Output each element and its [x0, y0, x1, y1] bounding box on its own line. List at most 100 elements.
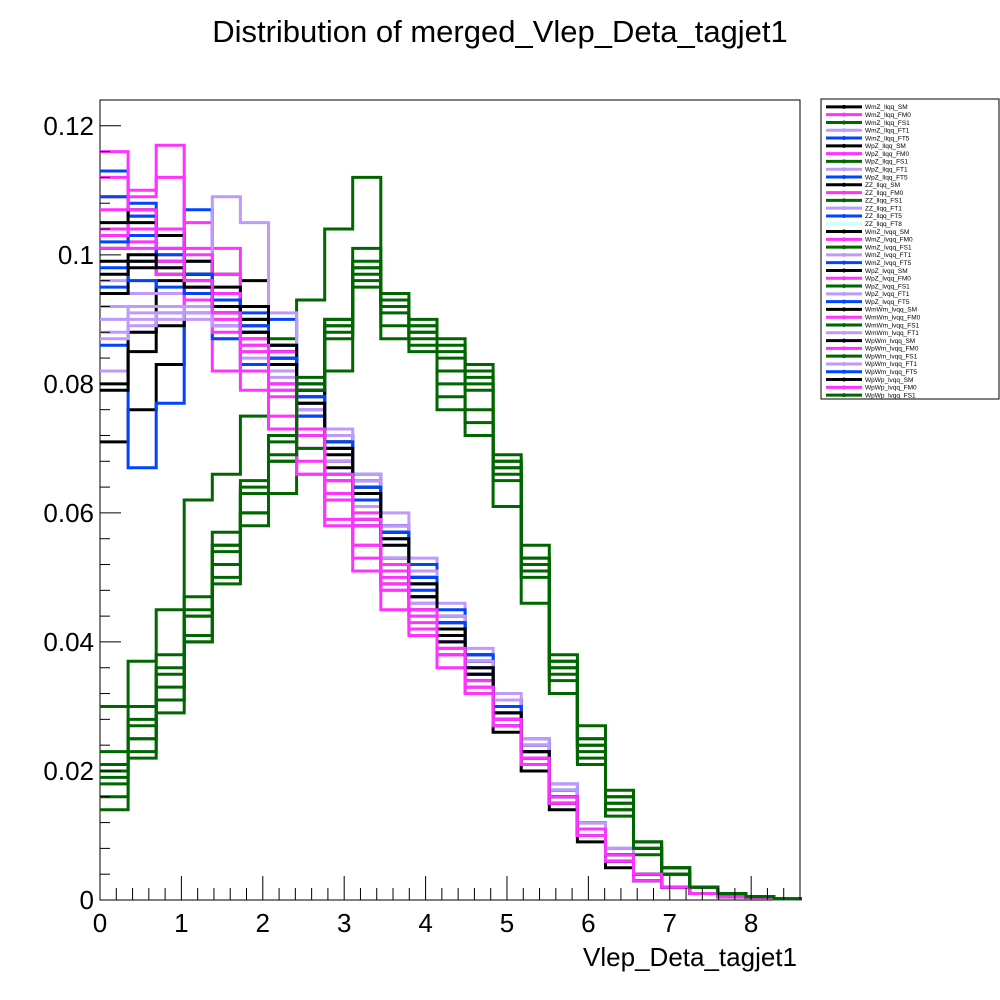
legend-marker [842, 330, 846, 335]
legend-marker [842, 120, 846, 125]
y-tick-label: 0.06 [43, 498, 94, 528]
x-tick-label: 1 [174, 908, 188, 938]
legend-marker [842, 190, 846, 195]
legend-label: ZZ_llqq_FT5 [865, 213, 902, 220]
legend-label: WpWp_lvqq_FM0 [865, 385, 917, 392]
legend-marker [842, 252, 846, 257]
legend-label: ZZ_llqq_FS1 [865, 198, 903, 205]
legend-label: WpWm_lvqq_SM [865, 338, 915, 345]
legend-label: WmZ_lvqq_FT5 [865, 260, 912, 267]
legend-marker [842, 221, 846, 226]
legend-label: WmWm_lvqq_SM [865, 307, 917, 314]
legend-marker [842, 112, 846, 117]
y-tick-label: 0.02 [43, 756, 94, 786]
legend-marker [842, 136, 846, 141]
plot-frame [99, 99, 801, 901]
legend-marker [842, 338, 846, 343]
legend-marker [842, 213, 846, 218]
legend-label: WmZ_llqq_SM [865, 104, 908, 111]
legend-marker [842, 291, 846, 296]
legend-marker [842, 393, 846, 398]
legend-marker [842, 151, 846, 156]
legend-marker [842, 385, 846, 390]
x-tick-label: 2 [256, 908, 270, 938]
legend-label: ZZ_llqq_SM [865, 182, 900, 189]
legend-label: WmZ_lvqq_FM0 [865, 237, 913, 244]
legend-label: WpWm_lvqq_FT5 [865, 369, 917, 376]
series-line-wpwm-lvqq-fs1 [100, 272, 802, 901]
legend-label: WpZ_llqq_FT5 [865, 174, 908, 181]
legend-label: WmZ_llqq_FS1 [865, 120, 910, 127]
legend-label: WpZ_llqq_SM [865, 143, 906, 150]
series-layer [100, 143, 802, 901]
legend-marker [842, 260, 846, 265]
legend-label: WpZ_lvqq_FT5 [865, 299, 910, 306]
legend: WmZ_llqq_SMWmZ_llqq_FM0WmZ_llqq_FS1WmZ_l… [820, 98, 1000, 400]
legend-marker [842, 198, 846, 203]
y-tick-label: 0.04 [43, 627, 94, 657]
x-tick-label: 4 [418, 908, 432, 938]
x-tick-label: 0 [93, 908, 107, 938]
legend-marker [842, 206, 846, 211]
x-tick-label: 3 [337, 908, 351, 938]
legend-marker [842, 361, 846, 366]
series-line-wpwp-lvqq-fm0 [100, 227, 802, 901]
legend-label: ZZ_llqq_FT1 [865, 205, 902, 212]
legend-marker [842, 377, 846, 382]
legend-label: WmZ_llqq_FT5 [865, 135, 910, 142]
legend-label: WpWm_lvqq_FT1 [865, 361, 917, 368]
legend-marker [842, 143, 846, 148]
legend-marker [842, 128, 846, 133]
legend-marker [842, 245, 846, 250]
legend-marker [842, 229, 846, 234]
legend-label: WmWm_lvqq_FM0 [865, 315, 921, 322]
legend-marker [842, 175, 846, 179]
legend-marker [842, 323, 846, 327]
legend-marker [842, 369, 846, 374]
legend-label: WpWm_lvqq_FS1 [865, 353, 918, 360]
x-tick-label: 7 [663, 908, 677, 938]
legend-label: WpZ_lvqq_FT1 [865, 291, 910, 298]
legend-label: WpZ_llqq_FS1 [865, 159, 908, 166]
legend-label: WpZ_lvqq_FS1 [865, 283, 910, 290]
x-tick-label: 8 [744, 908, 758, 938]
legend-marker [842, 182, 846, 187]
legend-label: WmZ_lvqq_FS1 [865, 244, 912, 251]
legend-marker [842, 346, 846, 351]
legend-marker [842, 276, 846, 281]
legend-marker [842, 315, 846, 320]
legend-marker [842, 307, 846, 312]
legend-marker [842, 284, 846, 289]
legend-label: WpZ_llqq_FM0 [865, 151, 909, 158]
legend-marker [842, 299, 846, 304]
legend-label: WmWm_lvqq_FS1 [865, 322, 920, 329]
x-tick-label: 6 [581, 908, 595, 938]
legend-marker [842, 268, 846, 273]
legend-label: WpWp_lvqq_SM [865, 377, 913, 384]
legend-label: WmWm_lvqq_FT1 [865, 330, 919, 337]
legend-marker [842, 104, 846, 109]
legend-label: WpZ_llqq_FT1 [865, 167, 908, 174]
legend-label: WmZ_llqq_FM0 [865, 112, 911, 119]
y-tick-label: 0.08 [43, 369, 94, 399]
legend-label: WpWm_lvqq_FM0 [865, 346, 919, 353]
legend-label: WpWp_lvqq_FS1 [865, 392, 916, 399]
legend-marker [842, 237, 846, 242]
axes-layer: 0 1 2 3 4 5 6 7 8 0 0.02 0.04 0.06 0.08 0.1 0.12 [43, 99, 801, 938]
x-axis-title: Vlep_Deta_tagjet1 [583, 942, 797, 972]
legend-label: WpZ_lvqq_FM0 [865, 276, 911, 283]
legend-label: WmZ_llqq_FT1 [865, 128, 910, 135]
legend-marker [842, 354, 846, 359]
legend-marker [842, 159, 846, 164]
legend-label: WmZ_lvqq_FT1 [865, 252, 912, 259]
legend-label: ZZ_llqq_FT8 [865, 221, 902, 228]
legend-label: ZZ_llqq_FM0 [865, 190, 904, 197]
series-line-wpwp-lvqq-fs1 [100, 266, 802, 901]
legend-marker [842, 167, 846, 172]
y-tick-label: 0.12 [43, 111, 94, 141]
legend-label: WpZ_lvqq_SM [865, 268, 908, 275]
legend-label: WmZ_lvqq_SM [865, 229, 909, 236]
chart-title: Distribution of merged_Vlep_Deta_tagjet1 [212, 14, 788, 49]
y-tick-label: 0.1 [58, 240, 94, 270]
